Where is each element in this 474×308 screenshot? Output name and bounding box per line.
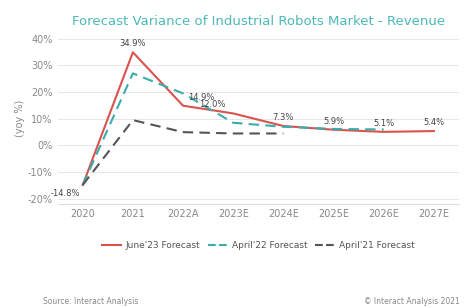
- April'22 Forecast: [130, 71, 136, 75]
- April'22 Forecast: [80, 183, 86, 187]
- April'22 Forecast: [230, 121, 236, 125]
- Text: 7.3%: 7.3%: [273, 113, 294, 122]
- June'23 Forecast: [180, 104, 186, 107]
- April'22 Forecast: [281, 125, 286, 129]
- Text: Source: Interact Analysis: Source: Interact Analysis: [43, 298, 138, 306]
- April'22 Forecast: [180, 91, 186, 95]
- April'21 Forecast: [130, 118, 136, 122]
- Title: Forecast Variance of Industrial Robots Market - Revenue: Forecast Variance of Industrial Robots M…: [72, 15, 445, 28]
- Line: April'22 Forecast: April'22 Forecast: [83, 73, 384, 185]
- April'21 Forecast: [281, 132, 286, 135]
- Legend: June'23 Forecast, April'22 Forecast, April'21 Forecast: June'23 Forecast, April'22 Forecast, Apr…: [98, 238, 419, 254]
- Text: 5.9%: 5.9%: [323, 117, 344, 126]
- Text: 5.1%: 5.1%: [373, 119, 394, 128]
- Text: © Interact Analysis 2021: © Interact Analysis 2021: [364, 298, 460, 306]
- Line: April'21 Forecast: April'21 Forecast: [83, 120, 283, 185]
- June'23 Forecast: [230, 111, 236, 115]
- Y-axis label: (yoy %): (yoy %): [15, 100, 25, 137]
- Text: 34.9%: 34.9%: [119, 39, 146, 48]
- Text: 5.4%: 5.4%: [423, 118, 445, 127]
- April'21 Forecast: [180, 130, 186, 134]
- June'23 Forecast: [331, 128, 337, 132]
- April'22 Forecast: [381, 128, 387, 131]
- Text: 14.9%: 14.9%: [188, 93, 214, 102]
- April'22 Forecast: [331, 127, 337, 131]
- Text: 12.0%: 12.0%: [200, 100, 226, 109]
- April'21 Forecast: [230, 132, 236, 135]
- Text: -14.8%: -14.8%: [51, 189, 80, 198]
- June'23 Forecast: [381, 130, 387, 134]
- June'23 Forecast: [431, 129, 437, 133]
- June'23 Forecast: [80, 183, 86, 187]
- April'21 Forecast: [80, 183, 86, 187]
- June'23 Forecast: [130, 51, 136, 54]
- June'23 Forecast: [281, 124, 286, 128]
- Line: June'23 Forecast: June'23 Forecast: [83, 52, 434, 185]
